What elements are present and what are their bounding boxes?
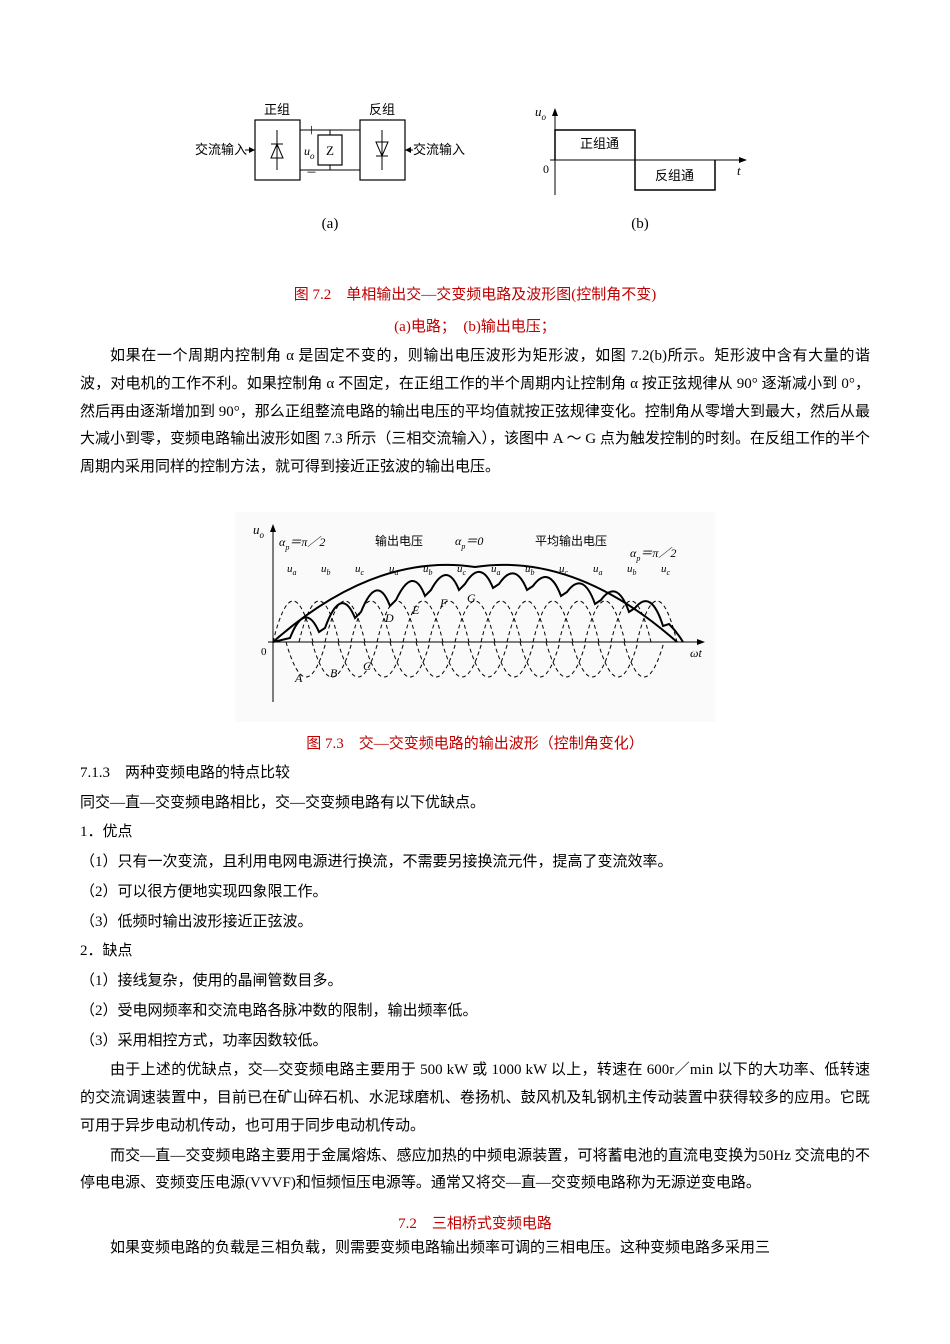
paragraph-2: 由于上述的优缺点，交—交变频电路主要用于 500 kW 或 1000 kW 以上…: [80, 1057, 870, 1140]
avg-output-label: 平均输出电压: [535, 533, 607, 548]
dis-2: （2）受电网频率和交流电路各脉冲数的限制，输出频率低。: [80, 998, 870, 1026]
uo-label: uo: [304, 144, 315, 161]
origin: 0: [261, 646, 267, 658]
svg-text:D: D: [384, 611, 394, 625]
paragraph-1: 如果在一个周期内控制角 α 是固定不变的，则输出电压波形为矩形波，如图 7.2(…: [80, 343, 870, 482]
pos-group-on: 正组通: [580, 136, 619, 151]
minus-label: －: [306, 167, 317, 179]
adv-2: （2）可以很方便地实现四象限工作。: [80, 879, 870, 907]
sec-7-1-3-intro: 同交—直—交变频电路相比，交—交变频电路有以下优缺点。: [80, 790, 870, 818]
svg-text:G: G: [467, 591, 476, 605]
svg-text:C: C: [363, 659, 372, 673]
adv-3: （3）低频时输出波形接近正弦波。: [80, 909, 870, 937]
adv-1: （1）只有一次变流，且利用电网电源进行换流，不需要另接换流元件，提高了变流效率。: [80, 849, 870, 877]
figure-7-3: uo 0 ωt: [80, 512, 870, 722]
ac-input-left-label: 交流输入: [195, 142, 247, 157]
sec-7-1-3-title: 7.1.3 两种变频电路的特点比较: [80, 760, 870, 788]
svg-text:F: F: [439, 596, 448, 610]
neg-group-on: 反组通: [655, 168, 694, 183]
paragraph-4: 如果变频电路的负载是三相负载，则需要变频电路输出频率可调的三相电压。这种变频电路…: [80, 1235, 870, 1263]
figure-7-3-caption: 图 7.3 交—交变频电路的输出波形（控制角变化）: [80, 732, 870, 756]
dis-3: （3）采用相控方式，功率因数较低。: [80, 1028, 870, 1056]
label-pos-group: 正组: [264, 102, 290, 117]
svg-text:E: E: [411, 603, 420, 617]
figure-7-2-b: uo 正组通 反组通 0 t (b): [525, 100, 755, 233]
figure-7-2: 正组 反组 交流输入 交流输入 ＋ uo －: [80, 100, 870, 233]
origin-label: 0: [543, 162, 549, 176]
fig-b-sublabel: (b): [631, 216, 649, 233]
paragraph-3: 而交—直—交变频电路主要用于金属熔炼、感应加热的中频电源装置，可将蓄电池的直流电…: [80, 1143, 870, 1199]
wt-axis: ωt: [690, 646, 702, 660]
figure-7-2-caption-2: (a)电路； (b)输出电压；: [80, 315, 870, 339]
label-neg-group: 反组: [369, 102, 395, 117]
disadvantages-title: 2．缺点: [80, 938, 870, 966]
t-axis-label: t: [737, 163, 741, 178]
z-label: Z: [326, 143, 334, 158]
uo-axis-label: uo: [535, 104, 547, 122]
figure-7-2-caption-1: 图 7.2 单相输出交—交变频电路及波形图(控制角不变): [80, 283, 870, 307]
waveform-diagram: uo 正组通 反组通 0 t: [525, 100, 755, 210]
output-voltage-label: 输出电压: [375, 533, 423, 548]
ac-input-right-label: 交流输入: [413, 142, 465, 157]
plus-label: ＋: [306, 125, 317, 137]
svg-text:A: A: [294, 671, 303, 685]
sec-7-2-title: 7.2 三相桥式变频电路: [80, 1212, 870, 1233]
figure-7-2-a: 正组 反组 交流输入 交流输入 ＋ uo －: [195, 100, 465, 233]
fig-a-sublabel: (a): [322, 216, 339, 233]
dis-1: （1）接线复杂，使用的晶闸管数目多。: [80, 968, 870, 996]
svg-text:B: B: [330, 666, 338, 680]
circuit-diagram: 正组 反组 交流输入 交流输入 ＋ uo －: [195, 100, 465, 210]
advantages-title: 1．优点: [80, 819, 870, 847]
waveform-7-3: uo 0 ωt: [235, 512, 715, 722]
